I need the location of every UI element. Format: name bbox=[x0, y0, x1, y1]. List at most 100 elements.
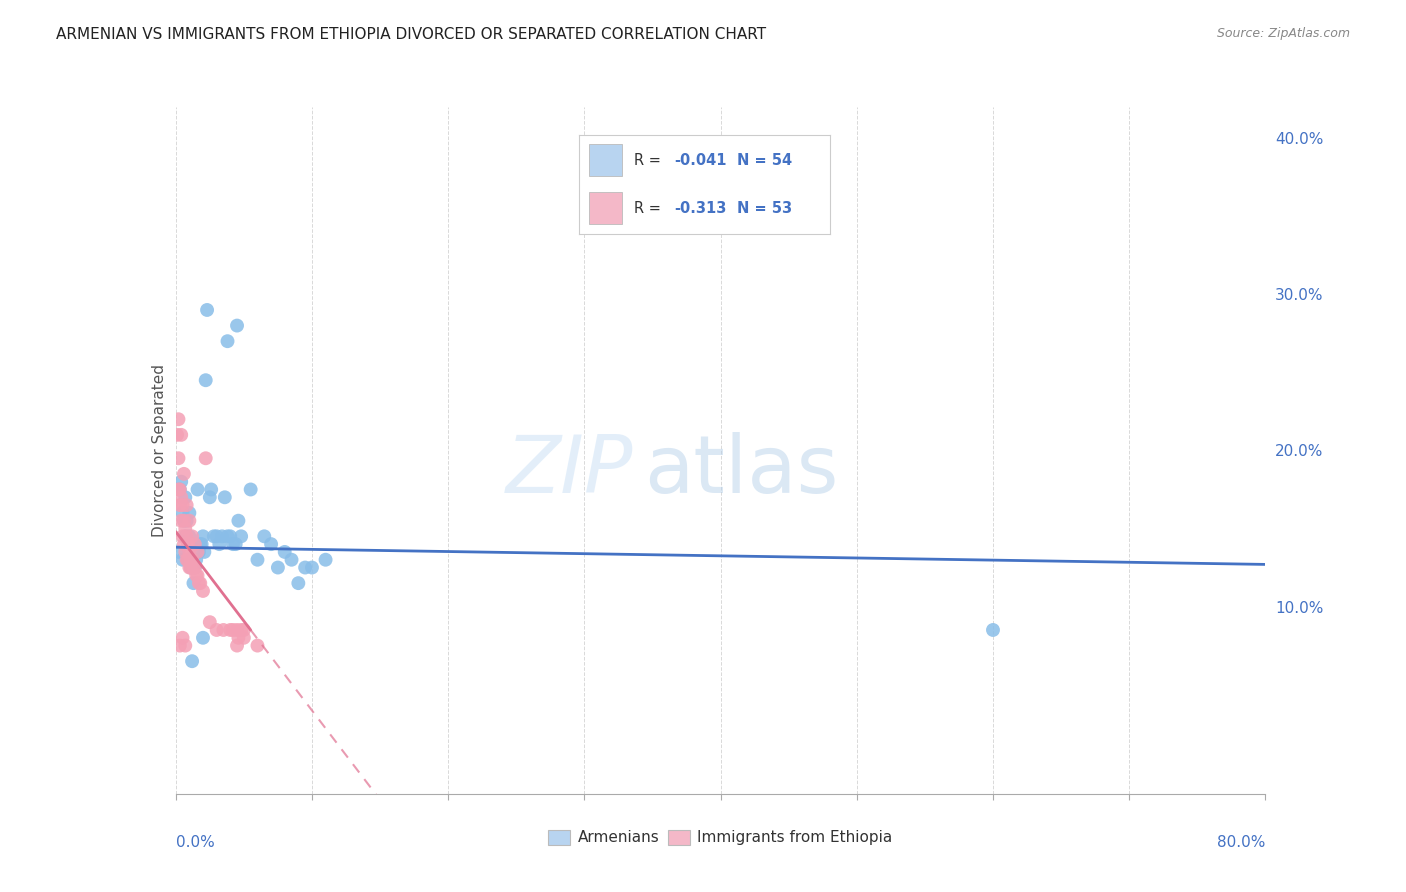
Text: Source: ZipAtlas.com: Source: ZipAtlas.com bbox=[1216, 27, 1350, 40]
Point bbox=[239, 483, 262, 497]
Text: -0.313: -0.313 bbox=[673, 201, 727, 216]
Point bbox=[231, 623, 253, 637]
Point bbox=[190, 537, 212, 551]
Point bbox=[170, 490, 193, 504]
Point bbox=[198, 615, 221, 630]
Point bbox=[170, 427, 193, 442]
Point bbox=[191, 631, 214, 645]
Text: N = 53: N = 53 bbox=[737, 201, 792, 216]
Point bbox=[226, 318, 249, 333]
Point bbox=[280, 552, 302, 567]
Point bbox=[226, 623, 249, 637]
Text: R =: R = bbox=[634, 153, 665, 168]
Point bbox=[195, 302, 218, 317]
Point bbox=[167, 412, 190, 426]
Point bbox=[231, 529, 253, 543]
Point bbox=[287, 576, 309, 591]
Point bbox=[260, 537, 283, 551]
Point bbox=[180, 560, 202, 574]
Point bbox=[188, 537, 211, 551]
Point bbox=[232, 623, 254, 637]
Point bbox=[191, 529, 214, 543]
Point bbox=[202, 529, 225, 543]
Point bbox=[166, 427, 188, 442]
Text: ARMENIAN VS IMMIGRANTS FROM ETHIOPIA DIVORCED OR SEPARATED CORRELATION CHART: ARMENIAN VS IMMIGRANTS FROM ETHIOPIA DIV… bbox=[56, 27, 766, 42]
Point bbox=[219, 529, 242, 543]
Point bbox=[186, 552, 208, 567]
Point bbox=[184, 537, 207, 551]
Point bbox=[169, 498, 191, 512]
Point bbox=[173, 514, 195, 528]
Point bbox=[217, 334, 239, 348]
Point bbox=[180, 560, 202, 574]
Point bbox=[187, 576, 209, 591]
Point bbox=[184, 560, 207, 574]
Point bbox=[294, 560, 316, 574]
Point bbox=[169, 639, 191, 653]
Point bbox=[981, 623, 1004, 637]
Point bbox=[301, 560, 323, 574]
Point bbox=[170, 514, 193, 528]
Point bbox=[172, 529, 194, 543]
Point bbox=[174, 521, 197, 535]
Point bbox=[267, 560, 290, 574]
Point bbox=[187, 545, 209, 559]
Point bbox=[179, 514, 201, 528]
Point bbox=[246, 639, 269, 653]
Point bbox=[226, 639, 249, 653]
Point bbox=[176, 514, 198, 528]
Point bbox=[194, 373, 217, 387]
Point bbox=[170, 475, 193, 489]
Point bbox=[174, 545, 197, 559]
Point bbox=[179, 506, 201, 520]
Legend: Armenians, Immigrants from Ethiopia: Armenians, Immigrants from Ethiopia bbox=[543, 823, 898, 852]
Text: ZIP: ZIP bbox=[506, 432, 633, 510]
Text: atlas: atlas bbox=[644, 432, 838, 510]
Text: N = 54: N = 54 bbox=[737, 153, 792, 168]
Point bbox=[232, 631, 254, 645]
Point bbox=[315, 552, 337, 567]
Text: R =: R = bbox=[634, 201, 665, 216]
Point bbox=[222, 537, 245, 551]
Text: -0.041: -0.041 bbox=[673, 153, 727, 168]
Text: 0.0%: 0.0% bbox=[176, 835, 215, 850]
Point bbox=[172, 552, 194, 567]
Point bbox=[186, 568, 209, 582]
Point bbox=[176, 552, 198, 567]
Point bbox=[228, 631, 250, 645]
Point bbox=[246, 552, 269, 567]
Point bbox=[181, 552, 204, 567]
Point bbox=[169, 483, 191, 497]
Point bbox=[214, 490, 236, 504]
Point bbox=[186, 545, 209, 559]
Point bbox=[228, 514, 250, 528]
Point bbox=[181, 529, 204, 543]
Point bbox=[176, 498, 198, 512]
Point bbox=[219, 623, 242, 637]
Point bbox=[172, 506, 194, 520]
Point bbox=[177, 552, 200, 567]
Point bbox=[174, 490, 197, 504]
Point bbox=[181, 552, 204, 567]
Text: 80.0%: 80.0% bbox=[1218, 835, 1265, 850]
Point bbox=[200, 483, 222, 497]
Point bbox=[173, 537, 195, 551]
Point bbox=[274, 545, 297, 559]
Point bbox=[222, 623, 245, 637]
Point bbox=[167, 451, 190, 466]
Point bbox=[167, 483, 190, 497]
Point bbox=[194, 451, 217, 466]
Point bbox=[181, 654, 204, 668]
Point bbox=[198, 490, 221, 504]
Point bbox=[191, 583, 214, 598]
Point bbox=[253, 529, 276, 543]
Point bbox=[179, 529, 201, 543]
Point bbox=[193, 545, 215, 559]
Point bbox=[183, 576, 205, 591]
Y-axis label: Divorced or Separated: Divorced or Separated bbox=[152, 364, 167, 537]
Point bbox=[173, 514, 195, 528]
Point bbox=[186, 568, 208, 582]
Point bbox=[174, 529, 197, 543]
Point bbox=[177, 537, 200, 551]
Point bbox=[205, 623, 228, 637]
